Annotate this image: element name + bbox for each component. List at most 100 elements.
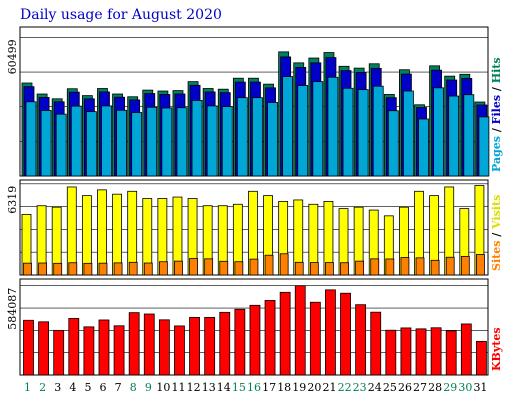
bar-pages-day-6: Pages 6: 30600 xyxy=(101,106,111,176)
bar-pages-day-29: Pages 29: 34900 xyxy=(449,96,459,176)
bar-sites-day-31: Sites 31: 1420 xyxy=(476,255,484,275)
bar-pages-day-17: Pages 17: 32100 xyxy=(268,102,278,176)
day-label-21: 21 xyxy=(322,381,336,394)
bar-pages-day-22: Pages 22: 38300 xyxy=(343,88,353,176)
bar-kbytes-day-31: KBytes 31: 220000 xyxy=(476,341,486,375)
day-label-20: 20 xyxy=(307,381,321,394)
bar-pages-day-15: Pages 15: 34200 xyxy=(237,98,247,176)
bar-sites-day-7: Sites 7: 840 xyxy=(114,263,122,275)
bar-kbytes-day-18: KBytes 18: 541000 xyxy=(280,292,290,375)
bar-pages-day-19: Pages 19: 39500 xyxy=(298,86,308,176)
bar-kbytes-day-5: KBytes 5: 315000 xyxy=(84,327,94,375)
day-label-18: 18 xyxy=(277,381,291,394)
day-label-9: 9 xyxy=(145,381,152,394)
bar-pages-day-30: Pages 30: 35500 xyxy=(464,95,474,176)
bar-pages-day-8: Pages 8: 27700 xyxy=(132,113,142,176)
bar-kbytes-day-15: KBytes 15: 430000 xyxy=(235,309,245,375)
chart-panels: 60499Hits 1: 40600Files 1: 39000Pages 1:… xyxy=(6,27,503,375)
bar-kbytes-day-10: KBytes 10: 361000 xyxy=(159,320,169,375)
day-label-24: 24 xyxy=(368,381,382,394)
panel-visits: 6319Visits 1: 4200Sites 1: 820Visits 2: … xyxy=(6,180,503,275)
bar-pages-day-13: Pages 13: 30600 xyxy=(207,106,217,176)
legend-visits: Sites / Visits xyxy=(490,195,503,271)
bar-kbytes-day-7: KBytes 7: 322000 xyxy=(114,326,124,375)
day-label-11: 11 xyxy=(172,381,186,394)
bar-visits-day-6: Visits 6: 5900 xyxy=(97,190,106,275)
panel-kbytes: 584087 KBytes 1: 358000 KBytes 2: 348000 KB… xyxy=(6,279,503,375)
bar-kbytes-day-17: KBytes 17: 488000 xyxy=(265,300,275,375)
day-label-13: 13 xyxy=(202,381,216,394)
bar-sites-day-29: Sites 29: 1230 xyxy=(446,257,454,275)
bar-sites-day-25: Sites 25: 1110 xyxy=(386,259,394,275)
day-label-25: 25 xyxy=(383,381,397,394)
bar-sites-day-3: Sites 3: 810 xyxy=(54,263,62,275)
bar-pages-day-7: Pages 7: 28700 xyxy=(117,110,127,176)
day-label-3: 3 xyxy=(54,381,61,394)
bar-sites-day-17: Sites 17: 1370 xyxy=(265,255,273,275)
bar-sites-day-20: Sites 20: 860 xyxy=(310,263,318,275)
bar-kbytes-day-8: KBytes 8: 408000 xyxy=(129,313,139,375)
bar-kbytes-day-22: KBytes 22: 535000 xyxy=(341,293,351,375)
day-label-31: 31 xyxy=(473,381,487,394)
bar-pages-day-5: Pages 5: 28100 xyxy=(86,112,96,176)
bar-pages-day-18: Pages 18: 43400 xyxy=(283,77,293,176)
bar-kbytes-day-11: KBytes 11: 321000 xyxy=(174,326,184,375)
bar-pages-day-10: Pages 10: 29700 xyxy=(162,108,172,176)
legend-part: KBytes xyxy=(490,327,503,371)
bar-kbytes-day-27: KBytes 27: 302000 xyxy=(416,329,426,375)
bar-pages-day-11: Pages 11: 29800 xyxy=(177,108,187,176)
bar-sites-day-16: Sites 16: 1100 xyxy=(250,259,258,275)
bar-sites-day-1: Sites 1: 820 xyxy=(24,263,32,275)
legend-part: Visits xyxy=(490,195,503,230)
day-label-6: 6 xyxy=(100,381,107,394)
ymax-label-visits: 6319 xyxy=(6,186,19,214)
bar-sites-day-19: Sites 19: 880 xyxy=(295,262,303,275)
bar-kbytes-day-20: KBytes 20: 476000 xyxy=(310,302,320,375)
ymax-label-kbytes: 584087 xyxy=(6,288,19,330)
bar-pages-day-21: Pages 21: 43100 xyxy=(328,77,338,176)
day-label-30: 30 xyxy=(458,381,472,394)
bar-kbytes-day-9: KBytes 9: 399000 xyxy=(144,314,154,375)
legend-hits: Pages / Files / Hits xyxy=(490,57,503,172)
legend-part: Hits xyxy=(490,57,503,83)
bar-pages-day-25: Pages 25: 28500 xyxy=(388,111,398,176)
bar-kbytes-day-30: KBytes 30: 334000 xyxy=(461,324,471,375)
day-label-26: 26 xyxy=(398,381,412,394)
legend-part: / xyxy=(490,229,503,241)
bar-sites-day-21: Sites 21: 860 xyxy=(325,263,333,275)
bar-sites-day-8: Sites 8: 880 xyxy=(129,262,137,275)
bar-kbytes-day-1: KBytes 1: 358000 xyxy=(24,320,34,375)
bar-pages-day-24: Pages 24: 39200 xyxy=(373,86,383,176)
bar-visits-day-4: Visits 4: 6100 xyxy=(67,187,76,275)
bar-kbytes-day-14: KBytes 14: 410000 xyxy=(220,312,230,375)
bar-kbytes-day-23: KBytes 23: 460000 xyxy=(356,305,366,375)
bar-pages-day-4: Pages 4: 30500 xyxy=(71,106,81,176)
bar-sites-day-28: Sites 28: 1020 xyxy=(431,260,439,275)
bar-kbytes-day-19: KBytes 19: 584000 xyxy=(295,286,305,375)
bar-sites-day-2: Sites 2: 830 xyxy=(39,263,47,275)
day-label-28: 28 xyxy=(428,381,442,394)
chart-title: Daily usage for August 2020 xyxy=(20,7,222,23)
day-label-16: 16 xyxy=(247,381,261,394)
bar-pages-day-3: Pages 3: 27000 xyxy=(56,114,66,176)
bar-sites-day-6: Sites 6: 820 xyxy=(99,263,107,275)
day-label-5: 5 xyxy=(84,381,91,394)
bar-pages-day-23: Pages 23: 37700 xyxy=(358,90,368,176)
legend-part: Files xyxy=(490,95,503,124)
day-label-27: 27 xyxy=(413,381,427,394)
day-label-14: 14 xyxy=(217,381,231,394)
day-label-23: 23 xyxy=(353,381,367,394)
bar-sites-day-4: Sites 4: 850 xyxy=(69,263,77,275)
day-label-8: 8 xyxy=(130,381,137,394)
day-label-1: 1 xyxy=(24,381,31,394)
bar-kbytes-day-24: KBytes 24: 411000 xyxy=(371,312,381,375)
bar-sites-day-11: Sites 11: 960 xyxy=(174,261,182,275)
bar-sites-day-9: Sites 9: 830 xyxy=(144,263,152,275)
bar-sites-day-24: Sites 24: 1120 xyxy=(371,259,379,275)
legend-part: / xyxy=(490,83,503,95)
day-label-12: 12 xyxy=(187,381,201,394)
day-label-2: 2 xyxy=(39,381,46,394)
legend-part: / xyxy=(490,124,503,136)
bar-pages-day-27: Pages 27: 24900 xyxy=(419,119,429,176)
